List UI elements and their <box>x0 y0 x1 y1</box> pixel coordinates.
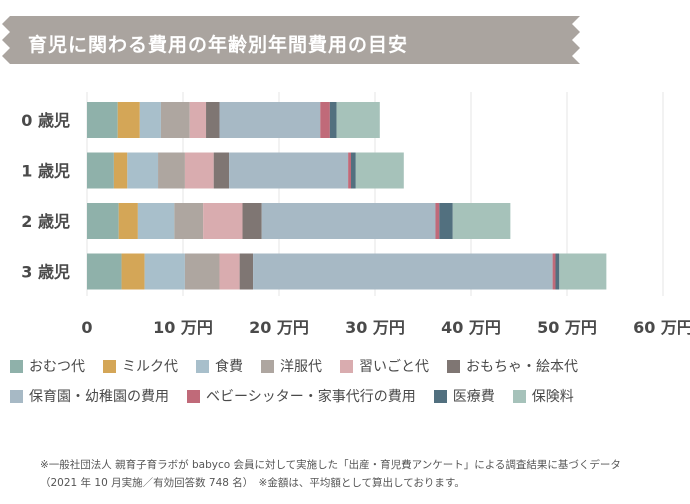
legend-swatch <box>512 389 526 403</box>
bar-segment <box>559 253 607 290</box>
legend-label: ベビーシッター・家事代行の費用 <box>206 389 416 405</box>
bar-segment <box>189 102 207 138</box>
bar-segment <box>87 203 119 239</box>
legend-swatch <box>447 359 460 373</box>
category-label: 0 歳児 <box>21 111 70 130</box>
legend-label: 保育園・幼稚園の費用 <box>29 389 169 405</box>
category-label: 2 歳児 <box>21 212 70 231</box>
legend-swatch <box>261 359 274 373</box>
bar-segment <box>329 102 337 138</box>
bar-segment <box>253 253 553 290</box>
legend-item: 保育園・幼稚園の費用 <box>10 386 169 406</box>
legend-item: 食費 <box>196 356 243 376</box>
footnote: ※一般社団法人 親育子育ラボが babyco 会員に対して実施した「出産・育児費… <box>40 456 621 492</box>
x-tick-label: 20 万円 <box>249 318 309 337</box>
bar-segment <box>452 203 511 239</box>
category-label: 1 歳児 <box>21 162 70 181</box>
bar-segment <box>555 253 560 290</box>
bar-segment <box>174 203 204 239</box>
bar-segment <box>118 203 138 239</box>
bar-segment <box>127 152 159 189</box>
footnote-line-1: ※一般社団法人 親育子育ラボが babyco 会員に対して実施した「出産・育児費… <box>40 459 621 471</box>
legend-label: 医療費 <box>452 389 495 405</box>
bar-segment <box>87 253 122 290</box>
bar-segment <box>184 253 220 290</box>
legend-swatch <box>103 359 116 373</box>
bar-segment <box>206 102 220 138</box>
bar-segment <box>113 152 128 189</box>
x-tick-label: 40 万円 <box>441 318 501 337</box>
bar-segment <box>229 152 349 189</box>
legend-swatch <box>10 389 23 403</box>
bar-segment <box>435 203 440 239</box>
bar-segment <box>144 253 185 290</box>
x-tick-label: 0 <box>81 318 92 337</box>
bar-segment <box>117 102 140 138</box>
legend-item: ベビーシッター・家事代行の費用 <box>187 386 416 406</box>
bar-segment <box>351 152 356 189</box>
bar-segment <box>242 203 262 239</box>
bar-segment <box>336 102 380 138</box>
x-tick-label: 30 万円 <box>345 318 405 337</box>
bar-segment <box>219 253 240 290</box>
bar-segment <box>439 203 453 239</box>
legend-item: 習いごと代 <box>340 356 429 376</box>
legend-label: おむつ代 <box>29 359 85 375</box>
bar-segment <box>184 152 214 189</box>
legend-item: おむつ代 <box>10 356 85 376</box>
bar-segment <box>219 102 321 138</box>
bar-segment <box>355 152 404 189</box>
legend-item: ミルク代 <box>103 356 178 376</box>
bar-segment <box>158 152 185 189</box>
legend-swatch <box>187 389 200 403</box>
footnote-line-2: （2021 年 10 月実施／有効回答数 748 名） ※金額は、平均額として算… <box>40 477 465 489</box>
legend-label: おもちゃ・絵本代 <box>466 359 578 375</box>
legend-swatch <box>10 359 23 373</box>
legend-item: 医療費 <box>433 386 495 406</box>
legend-item: 保険料 <box>512 386 574 406</box>
bar-segment <box>160 102 190 138</box>
bar-segment <box>552 253 556 290</box>
legend-label: 保険料 <box>531 389 574 405</box>
x-tick-label: 50 万円 <box>537 318 597 337</box>
legend-swatch <box>340 359 353 373</box>
legend-swatch <box>433 389 447 403</box>
bar-segment <box>213 152 230 189</box>
legend-label: ミルク代 <box>122 359 178 375</box>
legend-item: おもちゃ・絵本代 <box>447 356 578 376</box>
legend-label: 食費 <box>215 359 243 375</box>
x-tick-label: 10 万円 <box>153 318 213 337</box>
x-tick-label: 60 万円 <box>633 318 690 337</box>
bar-segment <box>203 203 243 239</box>
bar-segment <box>261 203 436 239</box>
title-banner <box>2 16 580 64</box>
legend-swatch <box>196 359 209 373</box>
bar-segment <box>139 102 161 138</box>
bar-segment <box>87 152 114 189</box>
bar-segment <box>87 102 118 138</box>
legend-label: 習いごと代 <box>359 359 429 375</box>
bar-segment <box>320 102 330 138</box>
stacked-bar-chart: 0 10 万円 20 万円 30 万円 40 万円 50 万円 60 万円 0 歳児 1 歳児 2… <box>21 92 690 337</box>
bar-segment <box>121 253 145 290</box>
legend-label: 洋服代 <box>280 359 322 375</box>
bar-segment <box>137 203 175 239</box>
category-label: 3 歳児 <box>21 263 70 282</box>
bar-segment <box>239 253 254 290</box>
legend-item: 洋服代 <box>261 356 322 376</box>
bar-segment <box>348 152 351 189</box>
chart-title: 育児に関わる費用の年齢別年間費用の目安 <box>28 34 409 56</box>
legend: おむつ代 ミルク代 食費 洋服代 習いごと代 おもちゃ・絵本代保育園・幼稚園の費用 ベビーシ… <box>10 356 680 406</box>
